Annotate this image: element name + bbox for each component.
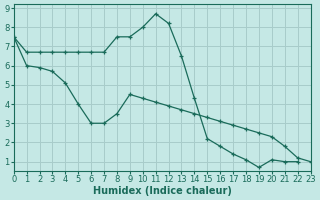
X-axis label: Humidex (Indice chaleur): Humidex (Indice chaleur) [93,186,232,196]
